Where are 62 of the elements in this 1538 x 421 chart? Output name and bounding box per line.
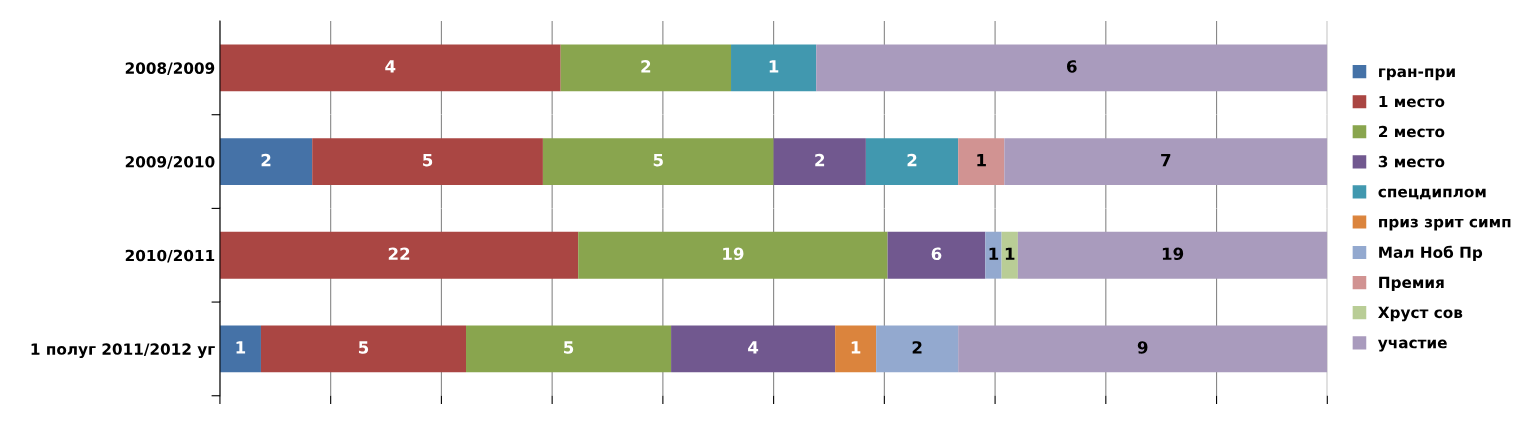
legend-label: 3 место bbox=[1378, 155, 1445, 168]
data-label: 1 bbox=[977, 154, 986, 167]
data-label: 4 bbox=[748, 341, 759, 354]
legend-label: приз зрит симп bbox=[1379, 218, 1511, 231]
bar bbox=[219, 325, 261, 373]
bar bbox=[835, 325, 877, 373]
data-label: 19 bbox=[723, 247, 744, 261]
bar bbox=[1001, 231, 1018, 279]
bar bbox=[219, 138, 313, 185]
data-label: 1 bbox=[769, 60, 779, 73]
y-tick-label: 2009/2010 bbox=[125, 156, 215, 169]
y-tick-label: 2010/2011 bbox=[125, 249, 215, 263]
bar bbox=[958, 138, 1005, 185]
bar bbox=[816, 44, 1328, 92]
data-label: 5 bbox=[358, 341, 369, 354]
bar bbox=[731, 44, 817, 92]
bar bbox=[542, 138, 774, 185]
y-tick-label: 1 полуг 2011/2012 уг bbox=[31, 343, 215, 358]
data-label: 2 bbox=[815, 153, 825, 167]
bar bbox=[466, 325, 672, 373]
bar bbox=[1017, 231, 1328, 279]
legend-label: Мал Ноб Пр bbox=[1379, 245, 1483, 262]
bar bbox=[876, 325, 959, 373]
legend-label: 2 место bbox=[1379, 125, 1445, 138]
data-label: 6 bbox=[1066, 60, 1077, 73]
bar bbox=[985, 231, 1002, 279]
data-label: 7 bbox=[1161, 154, 1171, 167]
bar bbox=[219, 231, 579, 279]
data-label: 5 bbox=[653, 154, 663, 167]
legend-label: Хруст сов bbox=[1378, 306, 1463, 322]
bar bbox=[773, 138, 866, 185]
data-label: 4 bbox=[385, 60, 396, 73]
data-label: 6 bbox=[931, 247, 942, 261]
y-tick-label: 2008/2009 bbox=[125, 62, 215, 76]
bar bbox=[887, 231, 986, 279]
data-label: 2 bbox=[261, 153, 271, 167]
data-label: 5 bbox=[564, 341, 574, 354]
data-label: 22 bbox=[388, 247, 410, 260]
bar bbox=[671, 325, 836, 373]
data-label: 2 bbox=[912, 341, 922, 354]
data-label: 1 bbox=[851, 341, 861, 354]
bar bbox=[1004, 138, 1328, 185]
legend-label: спецдиплом bbox=[1378, 188, 1486, 200]
data-label: 1 bbox=[236, 341, 246, 354]
data-label: 2 bbox=[641, 60, 651, 73]
data-label: 1 bbox=[989, 247, 999, 260]
data-label: 1 bbox=[1005, 247, 1015, 260]
bar bbox=[865, 138, 959, 185]
legend-label: Премия bbox=[1379, 276, 1444, 292]
bar bbox=[578, 231, 888, 279]
data-label: 9 bbox=[1137, 341, 1148, 354]
legend-label: 1 место bbox=[1379, 95, 1445, 108]
bar bbox=[219, 44, 561, 92]
data-label: 19 bbox=[1162, 247, 1184, 261]
legend-label: гран-при bbox=[1379, 68, 1455, 81]
bar bbox=[260, 325, 467, 373]
bar bbox=[312, 138, 543, 185]
data-label: 5 bbox=[423, 154, 433, 167]
bar bbox=[958, 325, 1328, 373]
legend-label: участие bbox=[1377, 339, 1447, 352]
bar bbox=[560, 44, 732, 92]
data-label: 2 bbox=[907, 153, 917, 167]
